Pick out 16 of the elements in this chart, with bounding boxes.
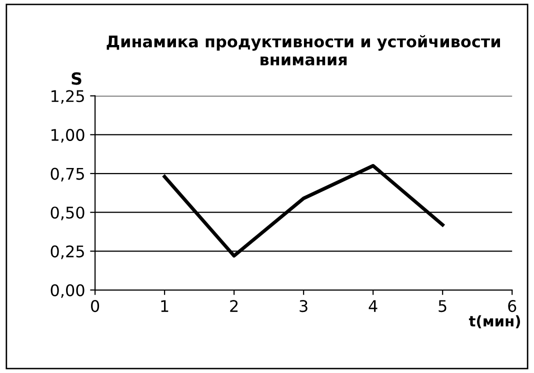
y-tick-label: 1,25 [52, 90, 84, 104]
y-tick-label: 0,25 [50, 245, 84, 260]
x-tick-label: 2 [230, 300, 238, 312]
chart-title: Динамика продуктивности и устойчивости внимания [106, 35, 500, 66]
y-tick-label: 0,00 [50, 284, 84, 298]
y-tick-label: 0,50 [50, 206, 84, 220]
x-tick-label: 0 [91, 300, 100, 312]
x-tick-label: 5 [438, 300, 446, 312]
x-tick-label: 1 [161, 300, 168, 312]
x-axis-title: t(мин) [468, 315, 520, 328]
y-tick-label: 1,00 [52, 128, 84, 143]
x-tick-label: 6 [508, 300, 516, 312]
y-tick-label: 0,75 [50, 168, 84, 182]
y-axis-title: S [72, 72, 82, 85]
x-tick-label: 3 [300, 300, 308, 312]
x-tick-label: 4 [368, 300, 378, 312]
